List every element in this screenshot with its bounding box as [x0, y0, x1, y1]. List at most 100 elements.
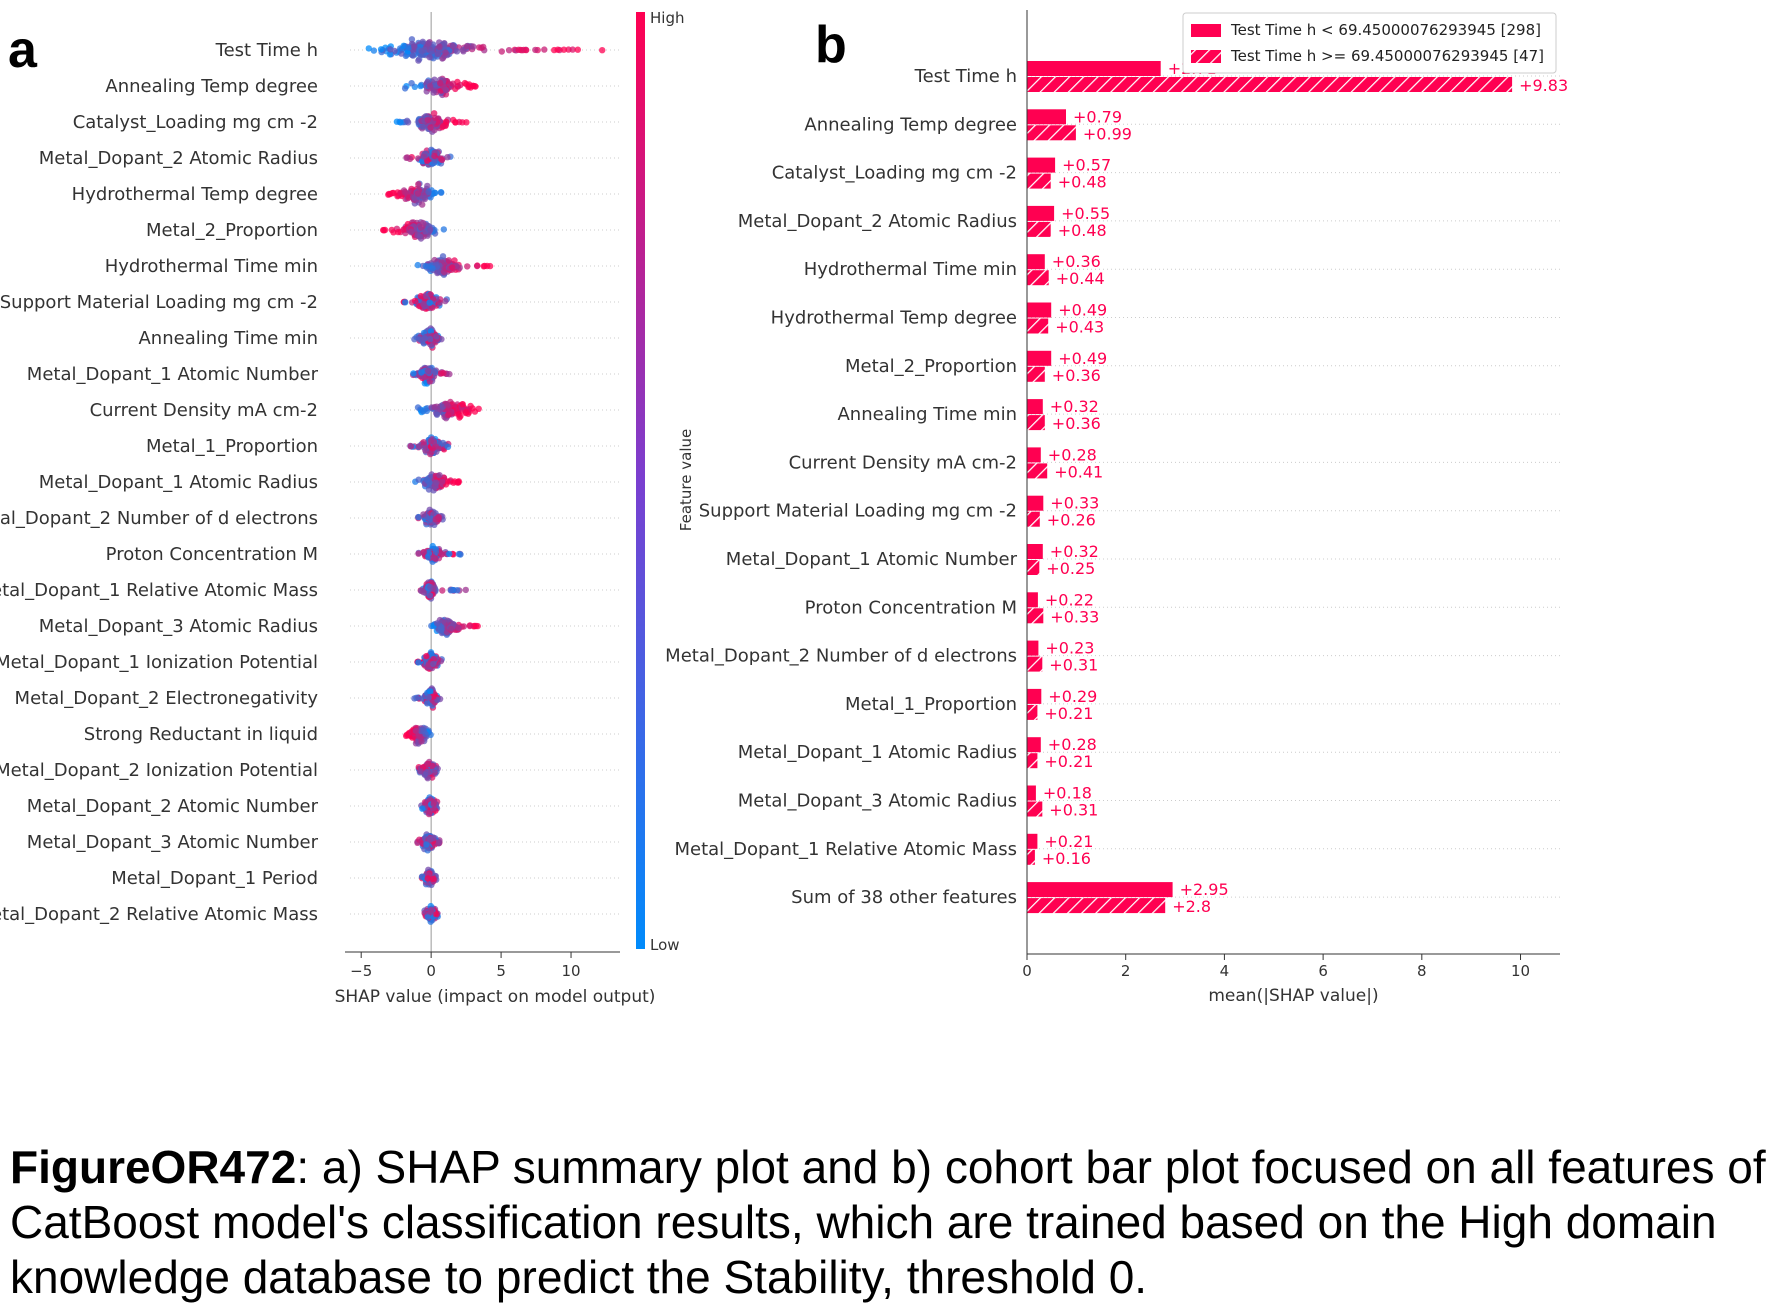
a-shap-point [409, 52, 417, 59]
b-category-label: Metal_Dopant_2 Atomic Radius [738, 211, 1017, 232]
a-shap-point [407, 229, 415, 236]
a-shap-point [472, 83, 479, 90]
b-bar-cohort-1 [1027, 544, 1043, 559]
a-shap-point [419, 38, 426, 45]
a-feature-label: Metal_Dopant_2 Electronegativity [15, 688, 319, 709]
a-shap-point [416, 233, 423, 240]
a-shap-point [430, 585, 437, 592]
a-shap-point [380, 227, 387, 234]
a-shap-point [415, 181, 422, 188]
b-value-label-cohort-2: +9.83 [1519, 76, 1568, 95]
a-shap-point [430, 660, 437, 668]
b-bar-cohort-2 [1027, 704, 1038, 720]
figure-caption: FigureOR472: a) SHAP summary plot and b)… [10, 1140, 1775, 1305]
a-shap-point [425, 694, 432, 701]
b-x-tick-label: 0 [1022, 962, 1032, 980]
b-value-label-cohort-2: +0.21 [1044, 752, 1093, 771]
b-category-label: Hydrothermal Time min [804, 259, 1017, 280]
a-x-ticks: −5 0 5 10 [350, 952, 581, 980]
a-shap-point [385, 191, 392, 198]
a-shap-point [449, 42, 456, 50]
b-category-labels: Test Time h Annealing Temp degree Catalyst… [665, 66, 1017, 908]
b-value-label-cohort-2: +0.36 [1052, 366, 1101, 385]
a-feature-label: Metal_Dopant_2 Atomic Number [27, 796, 319, 817]
b-bar-cohort-2 [1027, 366, 1045, 382]
a-colorbar [636, 12, 645, 949]
a-shap-point [424, 875, 431, 882]
a-shap-point [370, 47, 378, 54]
a-shap-point [433, 411, 441, 418]
b-value-label-cohort-2: +0.31 [1049, 656, 1098, 675]
a-shap-point [430, 834, 437, 841]
b-bar-cohort-2 [1027, 415, 1045, 431]
a-shap-point [430, 554, 437, 561]
b-bar-cohort-1 [1027, 447, 1041, 463]
a-x-tick-label: 10 [561, 962, 580, 980]
a-shap-point [418, 48, 425, 55]
a-shap-point [424, 182, 431, 190]
b-bar-cohort-1 [1027, 302, 1052, 318]
a-shap-point [453, 48, 461, 55]
b-bar-cohort-1 [1027, 61, 1161, 76]
a-shap-point [574, 46, 581, 53]
a-shap-point [414, 404, 422, 411]
a-feature-label: Metal_Dopant_2 Atomic Radius [39, 148, 318, 169]
b-x-axis-label: mean(|SHAP value|) [1208, 986, 1378, 1006]
a-shap-point [599, 47, 606, 54]
a-shap-point [433, 911, 440, 918]
shap-summary-plot: Test Time h Annealing Temp degree Catalyst… [0, 9, 695, 1007]
a-shap-point [464, 263, 471, 270]
a-shap-point [469, 405, 476, 412]
b-value-label-cohort-1: +0.36 [1052, 252, 1101, 271]
a-shap-point [405, 44, 413, 51]
a-shap-point [541, 46, 548, 53]
a-shap-point [430, 693, 437, 700]
a-shap-point [481, 262, 488, 270]
a-shap-point [435, 840, 442, 847]
a-shap-point [416, 836, 423, 843]
a-shap-point [431, 769, 438, 776]
a-shap-point [437, 79, 444, 87]
legend-box [1182, 12, 1557, 74]
b-bar-cohort-1 [1027, 350, 1052, 366]
legend-label-cohort-2: Test Time h >= 69.45000076293945 [47] [1230, 47, 1544, 65]
a-shap-point [417, 224, 425, 231]
a-feature-label: Metal_Dopant_2 Ionization Potential [0, 760, 318, 781]
a-shap-point [415, 476, 422, 483]
a-shap-point [414, 190, 422, 197]
panel-b-letter: b [815, 16, 847, 74]
a-shap-point [413, 694, 420, 701]
b-value-label-cohort-1: +0.22 [1045, 590, 1094, 609]
a-x-tick-label: 5 [496, 962, 506, 980]
a-feature-label: Support Material Loading mg cm -2 [0, 292, 318, 313]
a-shap-point [432, 548, 440, 556]
b-category-label: Annealing Temp degree [804, 114, 1017, 135]
a-shap-point [441, 40, 448, 47]
a-shap-point [422, 292, 430, 300]
b-value-label-cohort-1: +0.21 [1044, 832, 1093, 851]
b-x-tick-label: 4 [1220, 962, 1230, 980]
a-shap-point [473, 262, 481, 270]
a-shap-point [430, 798, 438, 805]
b-bar-cohort-1 [1027, 833, 1038, 849]
a-shap-point [411, 43, 418, 50]
a-shap-point [439, 587, 446, 594]
a-shap-point [439, 478, 446, 485]
b-legend: Test Time h < 69.45000076293945 [298] Te… [1182, 12, 1557, 74]
legend-swatch-cohort-1 [1191, 24, 1221, 37]
a-shap-point [438, 189, 445, 196]
a-shap-point [426, 54, 433, 61]
a-shap-point [420, 588, 427, 596]
a-feature-label: Annealing Temp degree [105, 76, 318, 97]
b-value-label-cohort-2: +0.25 [1046, 559, 1095, 578]
a-shap-point [425, 40, 432, 47]
b-value-label-cohort-1: +0.49 [1058, 349, 1107, 368]
a-shap-point [460, 48, 467, 55]
a-shap-point [411, 194, 418, 201]
a-shap-point [471, 622, 478, 630]
b-bar-cohort-2 [1027, 656, 1043, 672]
b-value-label-cohort-1: +0.23 [1045, 639, 1094, 658]
a-shap-point [427, 226, 434, 233]
b-bar-cohort-1 [1027, 157, 1056, 173]
a-shap-point [415, 550, 422, 557]
